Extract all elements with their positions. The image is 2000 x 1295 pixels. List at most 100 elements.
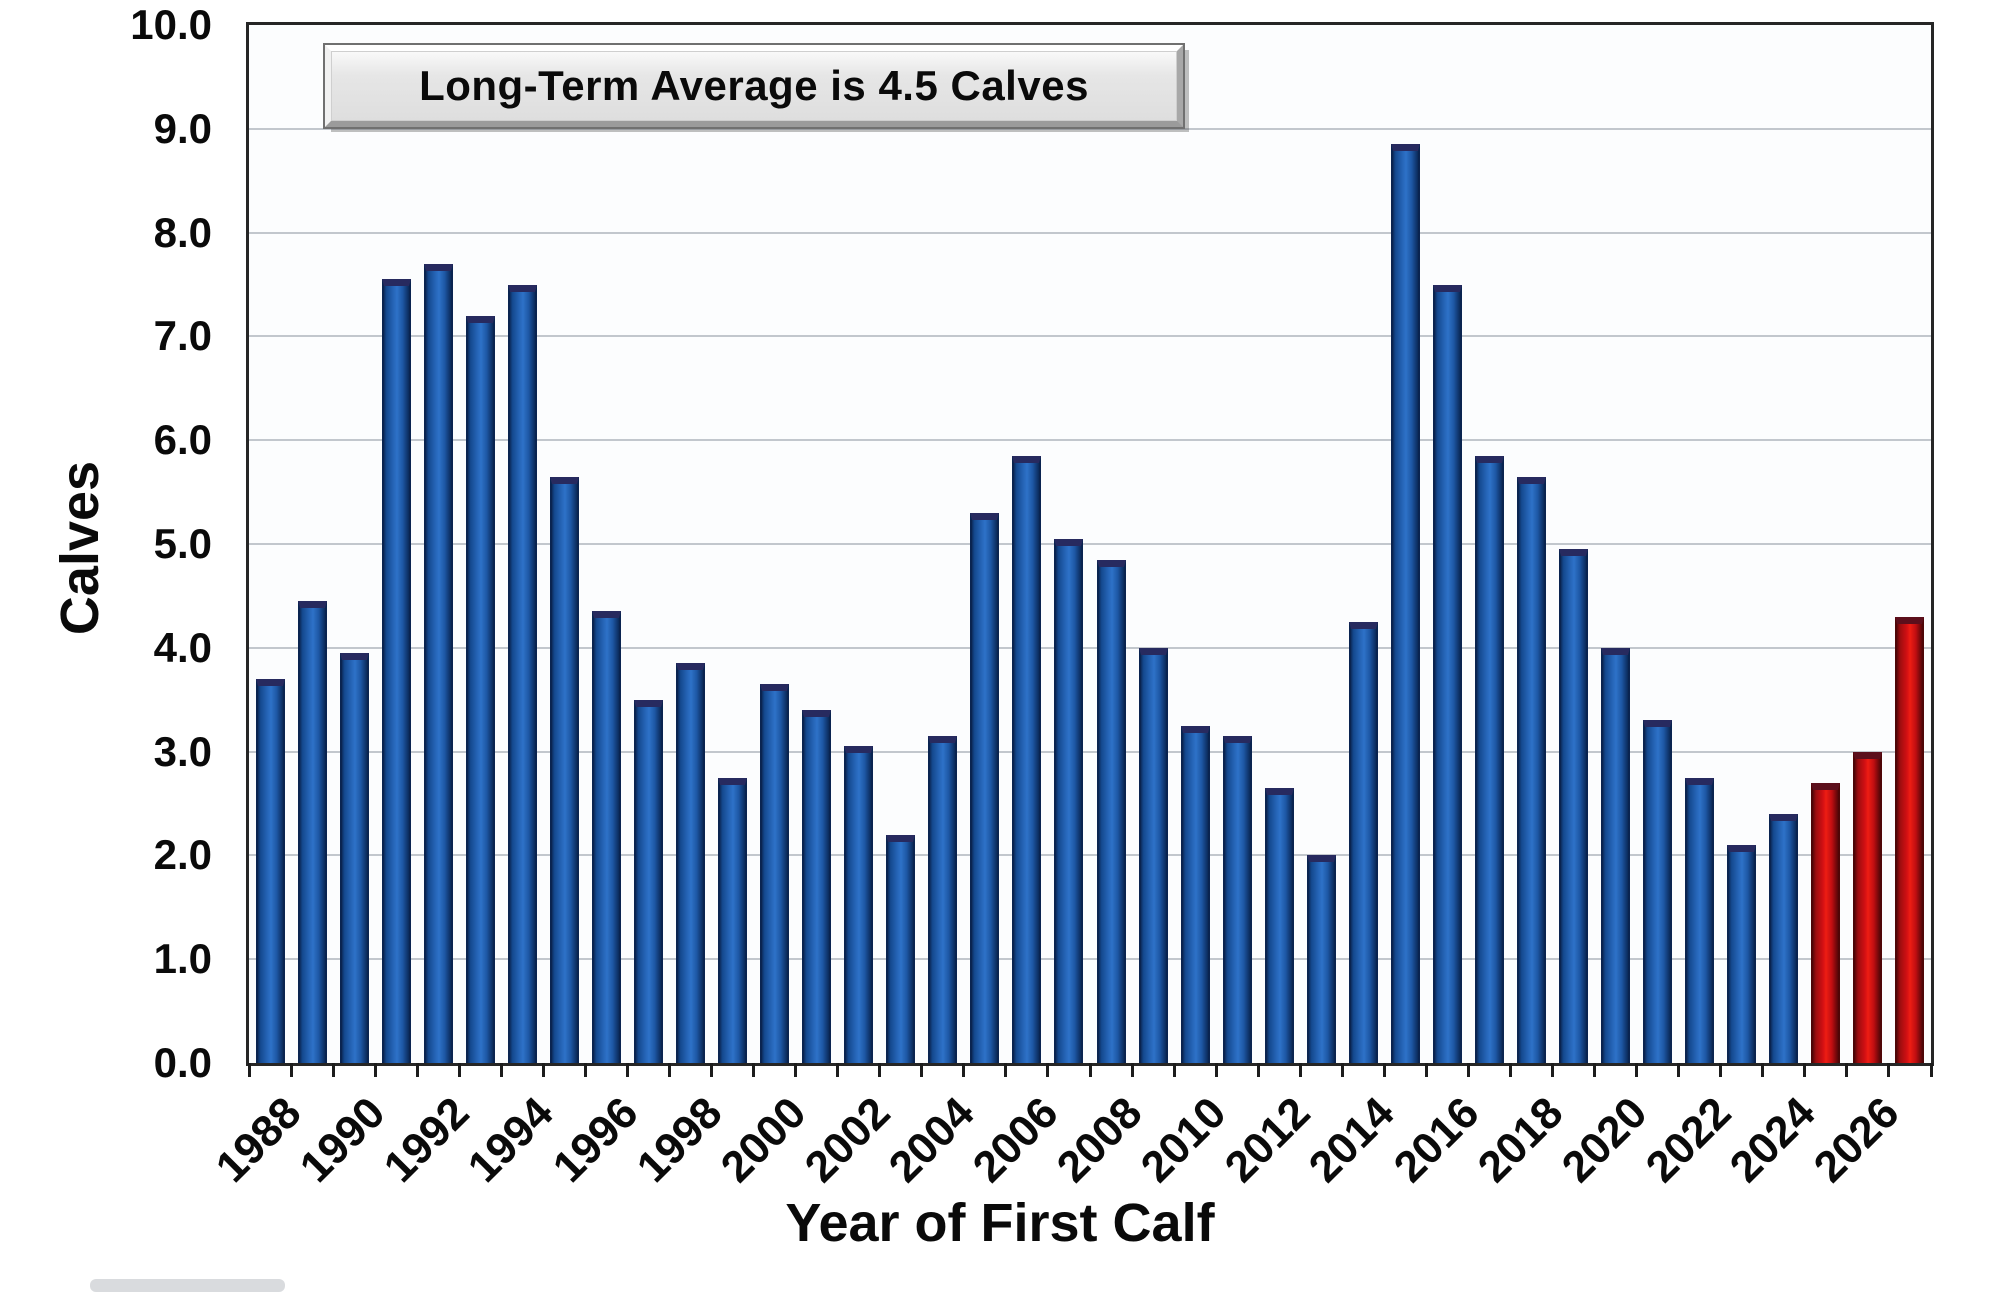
bar-2000	[760, 684, 790, 1063]
chart-title-box: Long-Term Average is 4.5 Calves	[323, 43, 1185, 129]
y-tick-label-10.0: 10.0	[130, 1, 212, 48]
bar-2008	[1096, 559, 1126, 1063]
x-tick-mark	[1677, 1063, 1681, 1077]
bar-2005	[970, 512, 1000, 1063]
x-year-label-2008: 2008	[1047, 1088, 1152, 1192]
y-tick-label-8.0: 8.0	[153, 208, 212, 256]
x-tick-mark	[1004, 1063, 1008, 1077]
bar-1989	[297, 601, 327, 1063]
x-year-label-2014: 2014	[1300, 1088, 1404, 1192]
x-axis-title: Year of First Calf	[785, 1193, 1215, 1253]
x-year-label-1998: 1998	[627, 1088, 732, 1192]
y-tick-label-2.0: 2.0	[153, 831, 212, 879]
x-tick-mark	[1761, 1063, 1765, 1077]
x-tick-mark	[583, 1063, 587, 1077]
x-tick-mark	[1845, 1063, 1849, 1077]
x-tick-mark	[1929, 1063, 1933, 1077]
bar-2018	[1517, 476, 1547, 1063]
bar-2002	[844, 746, 874, 1063]
bar-1999	[718, 777, 748, 1063]
x-tick-mark	[794, 1063, 798, 1077]
x-tick-mark	[415, 1063, 419, 1077]
x-tick-mark	[1887, 1063, 1891, 1077]
y-tick-label-3.0: 3.0	[153, 727, 212, 775]
bar-2012	[1264, 787, 1294, 1063]
x-year-label-2010: 2010	[1131, 1088, 1236, 1192]
gridline-9	[249, 127, 1931, 130]
bar-1998	[676, 663, 706, 1063]
y-tick-label-1.0: 1.0	[153, 935, 212, 983]
bar-1997	[633, 699, 663, 1063]
y-tick-label-4.0: 4.0	[153, 623, 212, 671]
x-tick-mark	[1382, 1063, 1386, 1077]
x-year-label-2018: 2018	[1468, 1088, 1573, 1192]
x-year-label-1990: 1990	[290, 1088, 395, 1192]
bar-2013	[1306, 855, 1336, 1063]
x-year-label-2016: 2016	[1384, 1088, 1489, 1192]
x-year-label-2026: 2026	[1804, 1088, 1909, 1192]
x-tick-mark	[1593, 1063, 1597, 1077]
y-tick-label-9.0: 9.0	[153, 104, 212, 152]
gridline-3	[249, 750, 1931, 753]
x-tick-mark	[373, 1063, 377, 1077]
bar-2019	[1559, 549, 1589, 1063]
bar-2003	[886, 834, 916, 1063]
x-tick-mark	[1214, 1063, 1218, 1077]
x-tick-mark	[1803, 1063, 1807, 1077]
gridline-6	[249, 439, 1931, 442]
bar-1993	[465, 315, 495, 1063]
bar-2006	[1012, 455, 1042, 1063]
x-year-label-1992: 1992	[375, 1088, 479, 1192]
bar-2024	[1769, 813, 1799, 1063]
bar-2007	[1054, 538, 1084, 1063]
bar-1995	[549, 476, 579, 1063]
bar-2025	[1811, 782, 1841, 1063]
bar-2009	[1138, 647, 1168, 1063]
x-tick-mark	[541, 1063, 545, 1077]
bar-2016	[1432, 284, 1462, 1063]
x-tick-mark	[1551, 1063, 1555, 1077]
bar-2027	[1895, 616, 1925, 1063]
bar-1996	[591, 611, 621, 1063]
gridline-1	[249, 958, 1931, 961]
bar-2026	[1853, 751, 1883, 1063]
x-tick-mark	[962, 1063, 966, 1077]
x-tick-mark	[1256, 1063, 1260, 1077]
x-year-label-1996: 1996	[543, 1088, 648, 1192]
gridline-2	[249, 854, 1931, 857]
x-tick-mark	[920, 1063, 924, 1077]
gridline-7	[249, 335, 1931, 338]
x-tick-mark	[710, 1063, 714, 1077]
x-year-label-2020: 2020	[1552, 1088, 1657, 1192]
x-tick-mark	[1719, 1063, 1723, 1077]
x-year-label-2002: 2002	[795, 1088, 900, 1192]
x-year-label-2006: 2006	[963, 1088, 1068, 1192]
bar-2014	[1348, 621, 1378, 1063]
x-tick-mark	[836, 1063, 840, 1077]
bar-2021	[1643, 720, 1673, 1063]
scan-artifact	[90, 1279, 285, 1292]
bar-1988	[255, 678, 285, 1063]
gridline-8	[249, 231, 1931, 234]
y-tick-label-0.0: 0.0	[153, 1039, 212, 1086]
x-tick-mark	[499, 1063, 503, 1077]
x-tick-mark	[1130, 1063, 1134, 1077]
x-tick-mark	[1509, 1063, 1512, 1077]
bar-1990	[339, 653, 369, 1063]
x-tick-mark	[1424, 1063, 1428, 1077]
bar-2015	[1390, 144, 1420, 1063]
bar-2010	[1180, 725, 1210, 1063]
x-tick-mark	[1088, 1063, 1092, 1077]
x-year-label-2024: 2024	[1720, 1088, 1825, 1192]
x-year-label-1988: 1988	[206, 1088, 311, 1192]
x-year-label-1994: 1994	[459, 1088, 563, 1192]
x-tick-mark	[331, 1063, 335, 1077]
x-tick-mark	[668, 1063, 671, 1077]
bar-1992	[423, 263, 453, 1063]
gridline-4	[249, 646, 1931, 649]
bar-1994	[507, 284, 537, 1063]
bar-2011	[1222, 736, 1252, 1063]
x-tick-mark	[1172, 1063, 1176, 1077]
x-tick-mark	[289, 1063, 293, 1077]
